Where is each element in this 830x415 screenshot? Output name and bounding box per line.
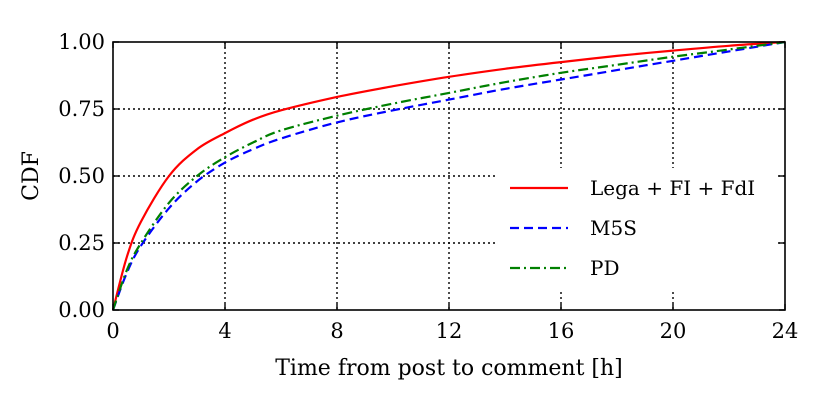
series-line-2: [111, 40, 786, 311]
legend: Lega + FI + FdI M5S PD: [495, 168, 777, 290]
x-tick-label: 12: [436, 319, 463, 343]
axis-ticks: 0 4 8 12 16 20 24 0.00 0.25 0.50 0.75 1.00: [58, 30, 798, 343]
y-tick-label: 0.25: [58, 231, 105, 255]
x-tick-label: 0: [106, 319, 119, 343]
series-line-0: [111, 40, 786, 311]
series-layer: [111, 40, 786, 311]
legend-label: PD: [590, 256, 620, 280]
y-tick-label: 1.00: [58, 30, 105, 54]
x-tick-label: 24: [772, 319, 799, 343]
x-axis-label: Time from post to comment [h]: [275, 356, 623, 381]
y-tick-label: 0.00: [58, 298, 105, 322]
x-tick-label: 20: [660, 319, 687, 343]
series-line-1: [111, 40, 786, 311]
x-tick-label: 4: [218, 319, 231, 343]
y-tick-label: 0.50: [58, 164, 105, 188]
legend-label: M5S: [590, 216, 637, 240]
legend-label: Lega + FI + FdI: [590, 176, 755, 200]
y-axis-label: CDF: [19, 151, 44, 201]
x-tick-label: 8: [330, 319, 343, 343]
x-tick-label: 16: [548, 319, 575, 343]
y-tick-label: 0.75: [58, 97, 105, 121]
